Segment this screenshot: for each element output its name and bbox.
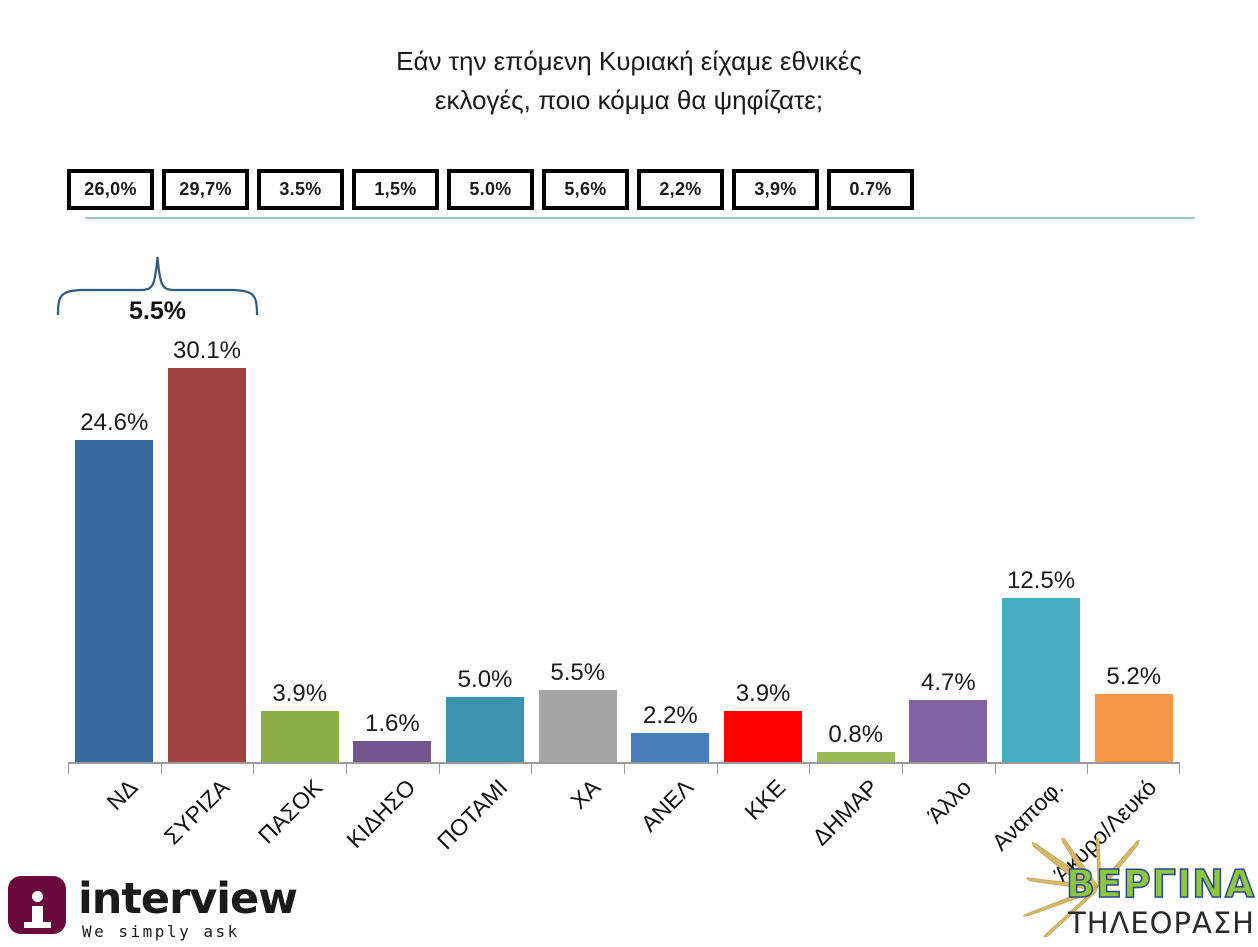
bar-value-label: 3.9% bbox=[735, 680, 791, 707]
bar bbox=[1094, 694, 1173, 762]
bar-slot: 3.9% bbox=[253, 330, 346, 762]
previous-poll-box: 0.7% bbox=[827, 169, 914, 210]
interview-logo-word: interview bbox=[78, 874, 298, 924]
category-label-text: ΚΚΕ bbox=[739, 774, 791, 825]
bar-slot: 0.8% bbox=[809, 330, 902, 762]
page-title: Εάν την επόμενη Κυριακή είχαμε εθνικές ε… bbox=[0, 42, 1258, 120]
x-axis-tick bbox=[346, 762, 439, 774]
interview-logo: interview We simply ask bbox=[8, 872, 298, 941]
bar bbox=[538, 690, 617, 762]
bar bbox=[631, 733, 710, 762]
x-axis-tick bbox=[253, 762, 346, 774]
bar-slot: 5.0% bbox=[439, 330, 532, 762]
previous-poll-box: 1,5% bbox=[352, 169, 439, 210]
bars-container: 24.6% 30.1% 3.9% 1.6% 5.0% 5.5% 2.2% 3.9% 0.8% 4.… bbox=[68, 330, 1180, 762]
category-label-text: ΝΔ bbox=[101, 774, 143, 816]
x-axis-tick bbox=[160, 762, 254, 774]
vergina-logo-subtitle: ΤΗΛΕΟΡΑΣΗ bbox=[1068, 906, 1255, 940]
brace-label: 5.5% bbox=[129, 297, 186, 325]
x-axis-ticks bbox=[68, 762, 1180, 774]
interview-logo-tagline: We simply ask bbox=[82, 922, 240, 941]
category-label-text: Άλλο bbox=[922, 774, 977, 829]
bar-value-label: 3.9% bbox=[272, 680, 328, 707]
x-axis-tick bbox=[902, 762, 995, 774]
category-label-text: ΣΥΡΙΖΑ bbox=[158, 774, 235, 850]
bar-value-label: 24.6% bbox=[80, 409, 149, 436]
category-label-text: ΧΑ bbox=[565, 774, 606, 815]
brace-annotation bbox=[55, 255, 260, 330]
bar bbox=[909, 700, 988, 762]
bar-value-label: 12.5% bbox=[1007, 567, 1076, 594]
bar-slot: 12.5% bbox=[995, 330, 1088, 762]
bar-value-label: 4.7% bbox=[921, 669, 976, 696]
x-axis-tick bbox=[531, 762, 624, 774]
x-axis-tick bbox=[994, 762, 1088, 774]
header-divider bbox=[85, 217, 1195, 219]
title-line-1: Εάν την επόμενη Κυριακή είχαμε εθνικές bbox=[396, 46, 862, 76]
bar-value-label: 2.2% bbox=[643, 702, 698, 729]
previous-poll-box: 26,0% bbox=[67, 169, 154, 210]
bar-slot: 3.9% bbox=[717, 330, 810, 762]
previous-poll-box: 5,6% bbox=[542, 169, 629, 210]
bar-value-label: 5.0% bbox=[457, 666, 513, 693]
bar-value-label: 30.1% bbox=[172, 337, 242, 364]
x-axis-tick bbox=[1087, 762, 1180, 774]
bar-slot: 5.5% bbox=[531, 330, 624, 762]
bar bbox=[1002, 598, 1081, 762]
bar-slot: 5.2% bbox=[1087, 330, 1180, 762]
category-label-text: ΠΟΤΑΜΙ bbox=[431, 774, 513, 855]
category-label-text: ΔΗΜΑΡ bbox=[807, 774, 884, 851]
x-axis-tick bbox=[68, 762, 161, 774]
bar-value-label: 1.6% bbox=[365, 710, 420, 737]
x-axis-tick bbox=[716, 762, 810, 774]
x-axis-tick bbox=[438, 762, 532, 774]
bar bbox=[353, 741, 432, 762]
bar bbox=[724, 711, 803, 762]
title-line-2: εκλογές, ποιο κόμμα θα ψηφίζατε; bbox=[434, 85, 824, 115]
bar-slot: 2.2% bbox=[624, 330, 717, 762]
previous-poll-box: 3.5% bbox=[257, 169, 344, 210]
previous-poll-box: 2,2% bbox=[637, 169, 724, 210]
bar bbox=[168, 368, 246, 762]
bar-value-label: 0.8% bbox=[828, 721, 884, 748]
previous-poll-box: 5.0% bbox=[447, 169, 534, 210]
bar-value-label: 5.2% bbox=[1106, 663, 1162, 690]
vergina-tv-logo: ΒΕΡΓΙΝΑ ΤΗΛΕΟΡΑΣΗ bbox=[1020, 838, 1258, 947]
bar-slot: 24.6% bbox=[68, 330, 161, 762]
bar-slot: 30.1% bbox=[161, 330, 254, 762]
category-label-text: ΚΙΔΗΣΟ bbox=[341, 774, 421, 854]
previous-poll-box: 29,7% bbox=[162, 169, 249, 210]
bar-slot: 1.6% bbox=[346, 330, 439, 762]
bar-slot: 4.7% bbox=[902, 330, 995, 762]
previous-poll-row: 26,0% 29,7% 3.5% 1,5% 5.0% 5,6% 2,2% 3,9% 0.7% bbox=[67, 169, 914, 210]
bar bbox=[816, 752, 895, 762]
bar bbox=[75, 440, 154, 762]
x-axis-tick bbox=[624, 762, 717, 774]
x-axis-tick bbox=[809, 762, 902, 774]
previous-poll-box: 3,9% bbox=[732, 169, 819, 210]
bar-chart-plot: 24.6% 30.1% 3.9% 1.6% 5.0% 5.5% 2.2% 3.9% 0.8% 4.… bbox=[68, 330, 1180, 762]
category-label-text: ΠΑΣΟΚ bbox=[252, 774, 328, 849]
category-label-text: ΑΝΕΛ bbox=[635, 774, 699, 837]
bar bbox=[446, 697, 525, 762]
x-axis-line bbox=[68, 762, 1180, 764]
curly-brace-icon bbox=[56, 256, 259, 316]
vergina-star-icon bbox=[1023, 838, 1140, 938]
bar-value-label: 5.5% bbox=[550, 659, 606, 686]
info-i-icon bbox=[8, 876, 66, 934]
vergina-logo-word: ΒΕΡΓΙΝΑ bbox=[1065, 861, 1256, 907]
bar bbox=[260, 711, 339, 762]
